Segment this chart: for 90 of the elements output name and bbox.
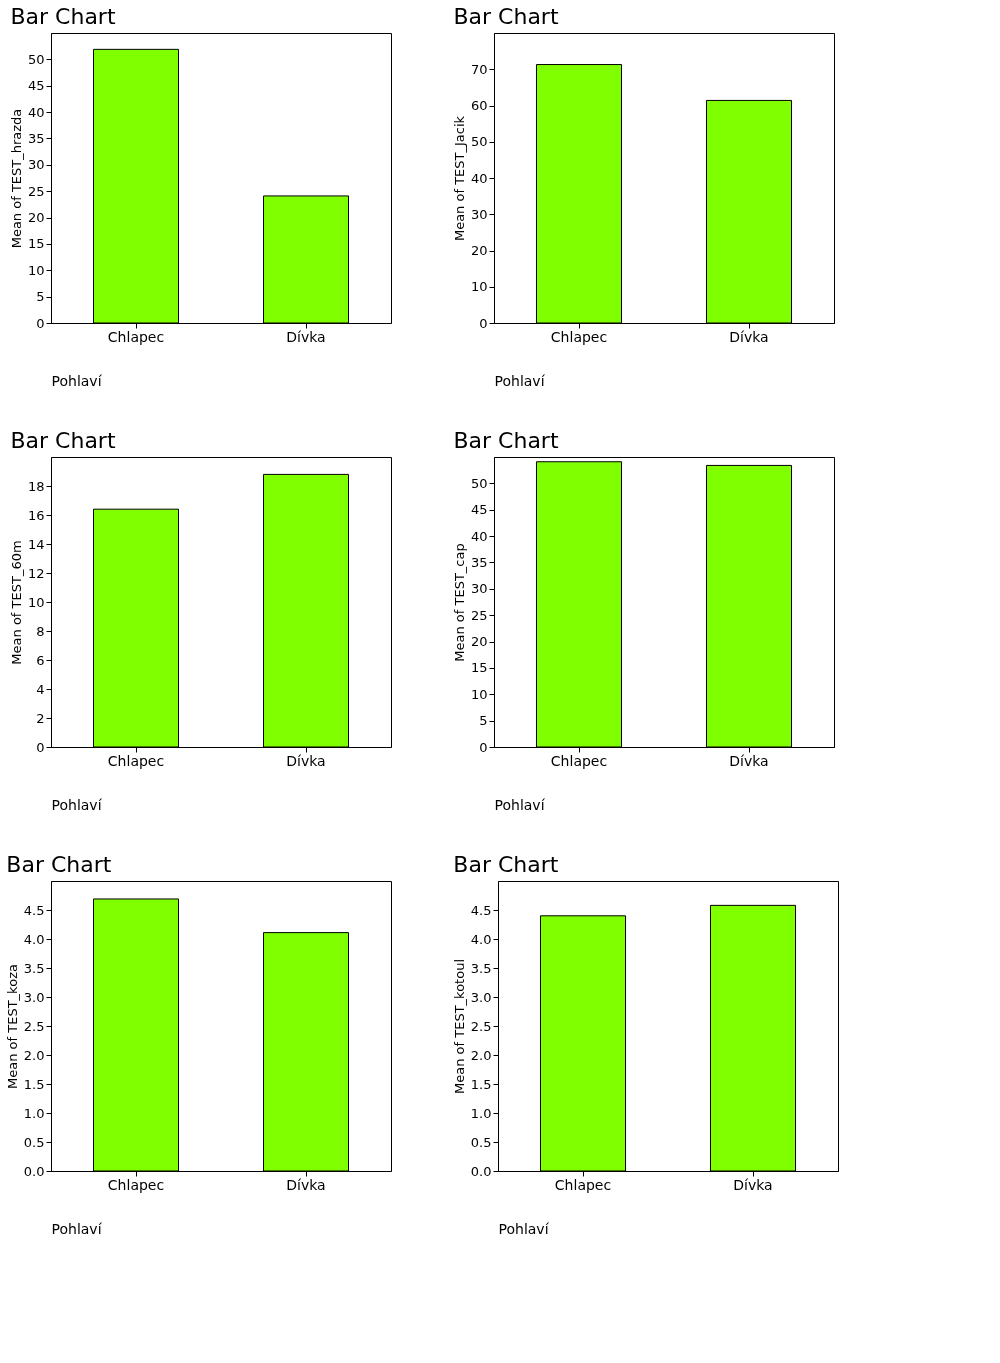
y-tick-label: 25 bbox=[470, 607, 488, 623]
y-tick-label: 6 bbox=[36, 652, 45, 668]
y-tick-label: 3.5 bbox=[23, 960, 45, 976]
y-tick-label: 25 bbox=[27, 183, 45, 199]
y-tick-label: 10 bbox=[27, 262, 45, 278]
y-tick-label: 2.0 bbox=[470, 1047, 492, 1063]
y-tick-label: 45 bbox=[470, 502, 488, 518]
y-tick-label: 40 bbox=[470, 170, 488, 186]
y-tick-label: 3.0 bbox=[470, 989, 492, 1005]
y-tick-label: 40 bbox=[27, 104, 45, 120]
y-tick-label: 10 bbox=[27, 594, 45, 610]
y-tick-label: 30 bbox=[27, 157, 45, 173]
y-tick-label: 2.5 bbox=[23, 1018, 45, 1034]
y-tick-label: 40 bbox=[470, 528, 488, 544]
y-tick-label: 20 bbox=[470, 634, 488, 650]
y-tick-label: 1.0 bbox=[23, 1105, 45, 1121]
y-tick-label: 2 bbox=[36, 710, 45, 726]
y-tick-label: 3.5 bbox=[470, 960, 492, 976]
x-axis-title: Pohlaví bbox=[51, 372, 103, 389]
x-axis-title: Pohlaví bbox=[494, 796, 546, 813]
y-tick-label: 4 bbox=[36, 681, 45, 697]
y-tick-label: 0.0 bbox=[23, 1163, 45, 1179]
y-tick-label: 12 bbox=[27, 565, 45, 581]
y-tick-label: 45 bbox=[27, 78, 45, 94]
x-tick-label: Chlapec bbox=[107, 328, 165, 345]
y-tick-label: 0.5 bbox=[470, 1134, 492, 1150]
y-tick-label: 0.0 bbox=[470, 1163, 492, 1179]
x-axis-title: Pohlaví bbox=[51, 1220, 103, 1237]
y-tick-label: 5 bbox=[36, 289, 45, 305]
x-axis-title: Pohlaví bbox=[498, 1220, 550, 1237]
y-tick-label: 50 bbox=[27, 51, 45, 67]
x-axis-title: Pohlaví bbox=[494, 372, 546, 389]
y-tick-label: 20 bbox=[470, 243, 488, 258]
x-tick-label: Chlapec bbox=[550, 752, 608, 769]
y-tick-label: 0 bbox=[36, 315, 45, 331]
y-tick-label: 18 bbox=[27, 478, 45, 494]
y-tick-label: 0 bbox=[479, 315, 488, 331]
chart-title: Bar Chart bbox=[10, 428, 116, 453]
x-tick-label: Dívka bbox=[286, 752, 326, 769]
chart-title: Bar Chart bbox=[453, 4, 559, 29]
y-axis-title: Mean of TEST_koza bbox=[4, 964, 20, 1089]
y-tick-label: 5 bbox=[479, 713, 488, 729]
y-tick-label: 3.0 bbox=[23, 989, 45, 1005]
y-tick-label: 4.5 bbox=[23, 902, 45, 918]
x-tick-label: Dívka bbox=[286, 1176, 326, 1193]
chart-title: Bar Chart bbox=[453, 428, 559, 453]
x-tick-label: Chlapec bbox=[554, 1176, 612, 1193]
y-tick-label: 15 bbox=[27, 236, 45, 252]
y-tick-label: 4.0 bbox=[470, 931, 492, 947]
y-tick-label: 10 bbox=[470, 686, 488, 702]
y-tick-label: 2.0 bbox=[23, 1047, 45, 1063]
x-tick-label: Dívka bbox=[729, 752, 769, 769]
x-tick-label: Dívka bbox=[286, 328, 326, 345]
y-tick-label: 2.5 bbox=[470, 1018, 492, 1034]
x-tick-label: Chlapec bbox=[550, 328, 608, 345]
chart-title: Bar Chart bbox=[10, 4, 116, 29]
y-tick-label: 0.5 bbox=[23, 1134, 45, 1150]
y-tick-label: 30 bbox=[470, 206, 488, 222]
y-tick-label: 1.0 bbox=[470, 1105, 492, 1121]
y-axis-title: Mean of TEST_cap bbox=[451, 543, 467, 662]
y-tick-label: 35 bbox=[27, 130, 45, 146]
y-tick-label: 50 bbox=[470, 475, 488, 491]
y-tick-label: 20 bbox=[27, 210, 45, 226]
y-tick-label: 35 bbox=[470, 554, 488, 570]
y-axis-title: Mean of TEST_Jacik bbox=[451, 115, 467, 242]
y-axis-title: Mean of TEST_kotoul bbox=[451, 959, 467, 1094]
chart-title: Bar Chart bbox=[453, 852, 559, 877]
y-tick-label: 4.5 bbox=[470, 902, 492, 918]
y-tick-label: 0 bbox=[36, 739, 45, 755]
y-tick-label: 16 bbox=[27, 507, 45, 523]
y-tick-label: 50 bbox=[470, 134, 488, 150]
y-axis-title: Mean of TEST_hrazda bbox=[8, 108, 24, 249]
y-tick-label: 14 bbox=[27, 536, 45, 552]
x-tick-label: Chlapec bbox=[107, 1176, 165, 1193]
y-tick-label: 8 bbox=[36, 623, 45, 639]
y-tick-label: 60 bbox=[470, 98, 488, 113]
y-tick-label: 30 bbox=[470, 581, 488, 597]
x-tick-label: Dívka bbox=[729, 328, 769, 345]
y-tick-label: 10 bbox=[470, 279, 488, 295]
y-axis-title: Mean of TEST_60m bbox=[8, 540, 24, 665]
y-tick-label: 70 bbox=[470, 61, 488, 77]
chart-title: Bar Chart bbox=[6, 852, 112, 877]
y-tick-label: 0 bbox=[479, 739, 488, 755]
y-tick-label: 4.0 bbox=[23, 931, 45, 947]
x-tick-label: Chlapec bbox=[107, 752, 165, 769]
y-tick-label: 15 bbox=[470, 660, 488, 676]
x-axis-title: Pohlaví bbox=[51, 796, 103, 813]
x-tick-label: Dívka bbox=[733, 1176, 773, 1193]
y-tick-label: 1.5 bbox=[23, 1076, 45, 1092]
y-tick-label: 1.5 bbox=[470, 1076, 492, 1092]
